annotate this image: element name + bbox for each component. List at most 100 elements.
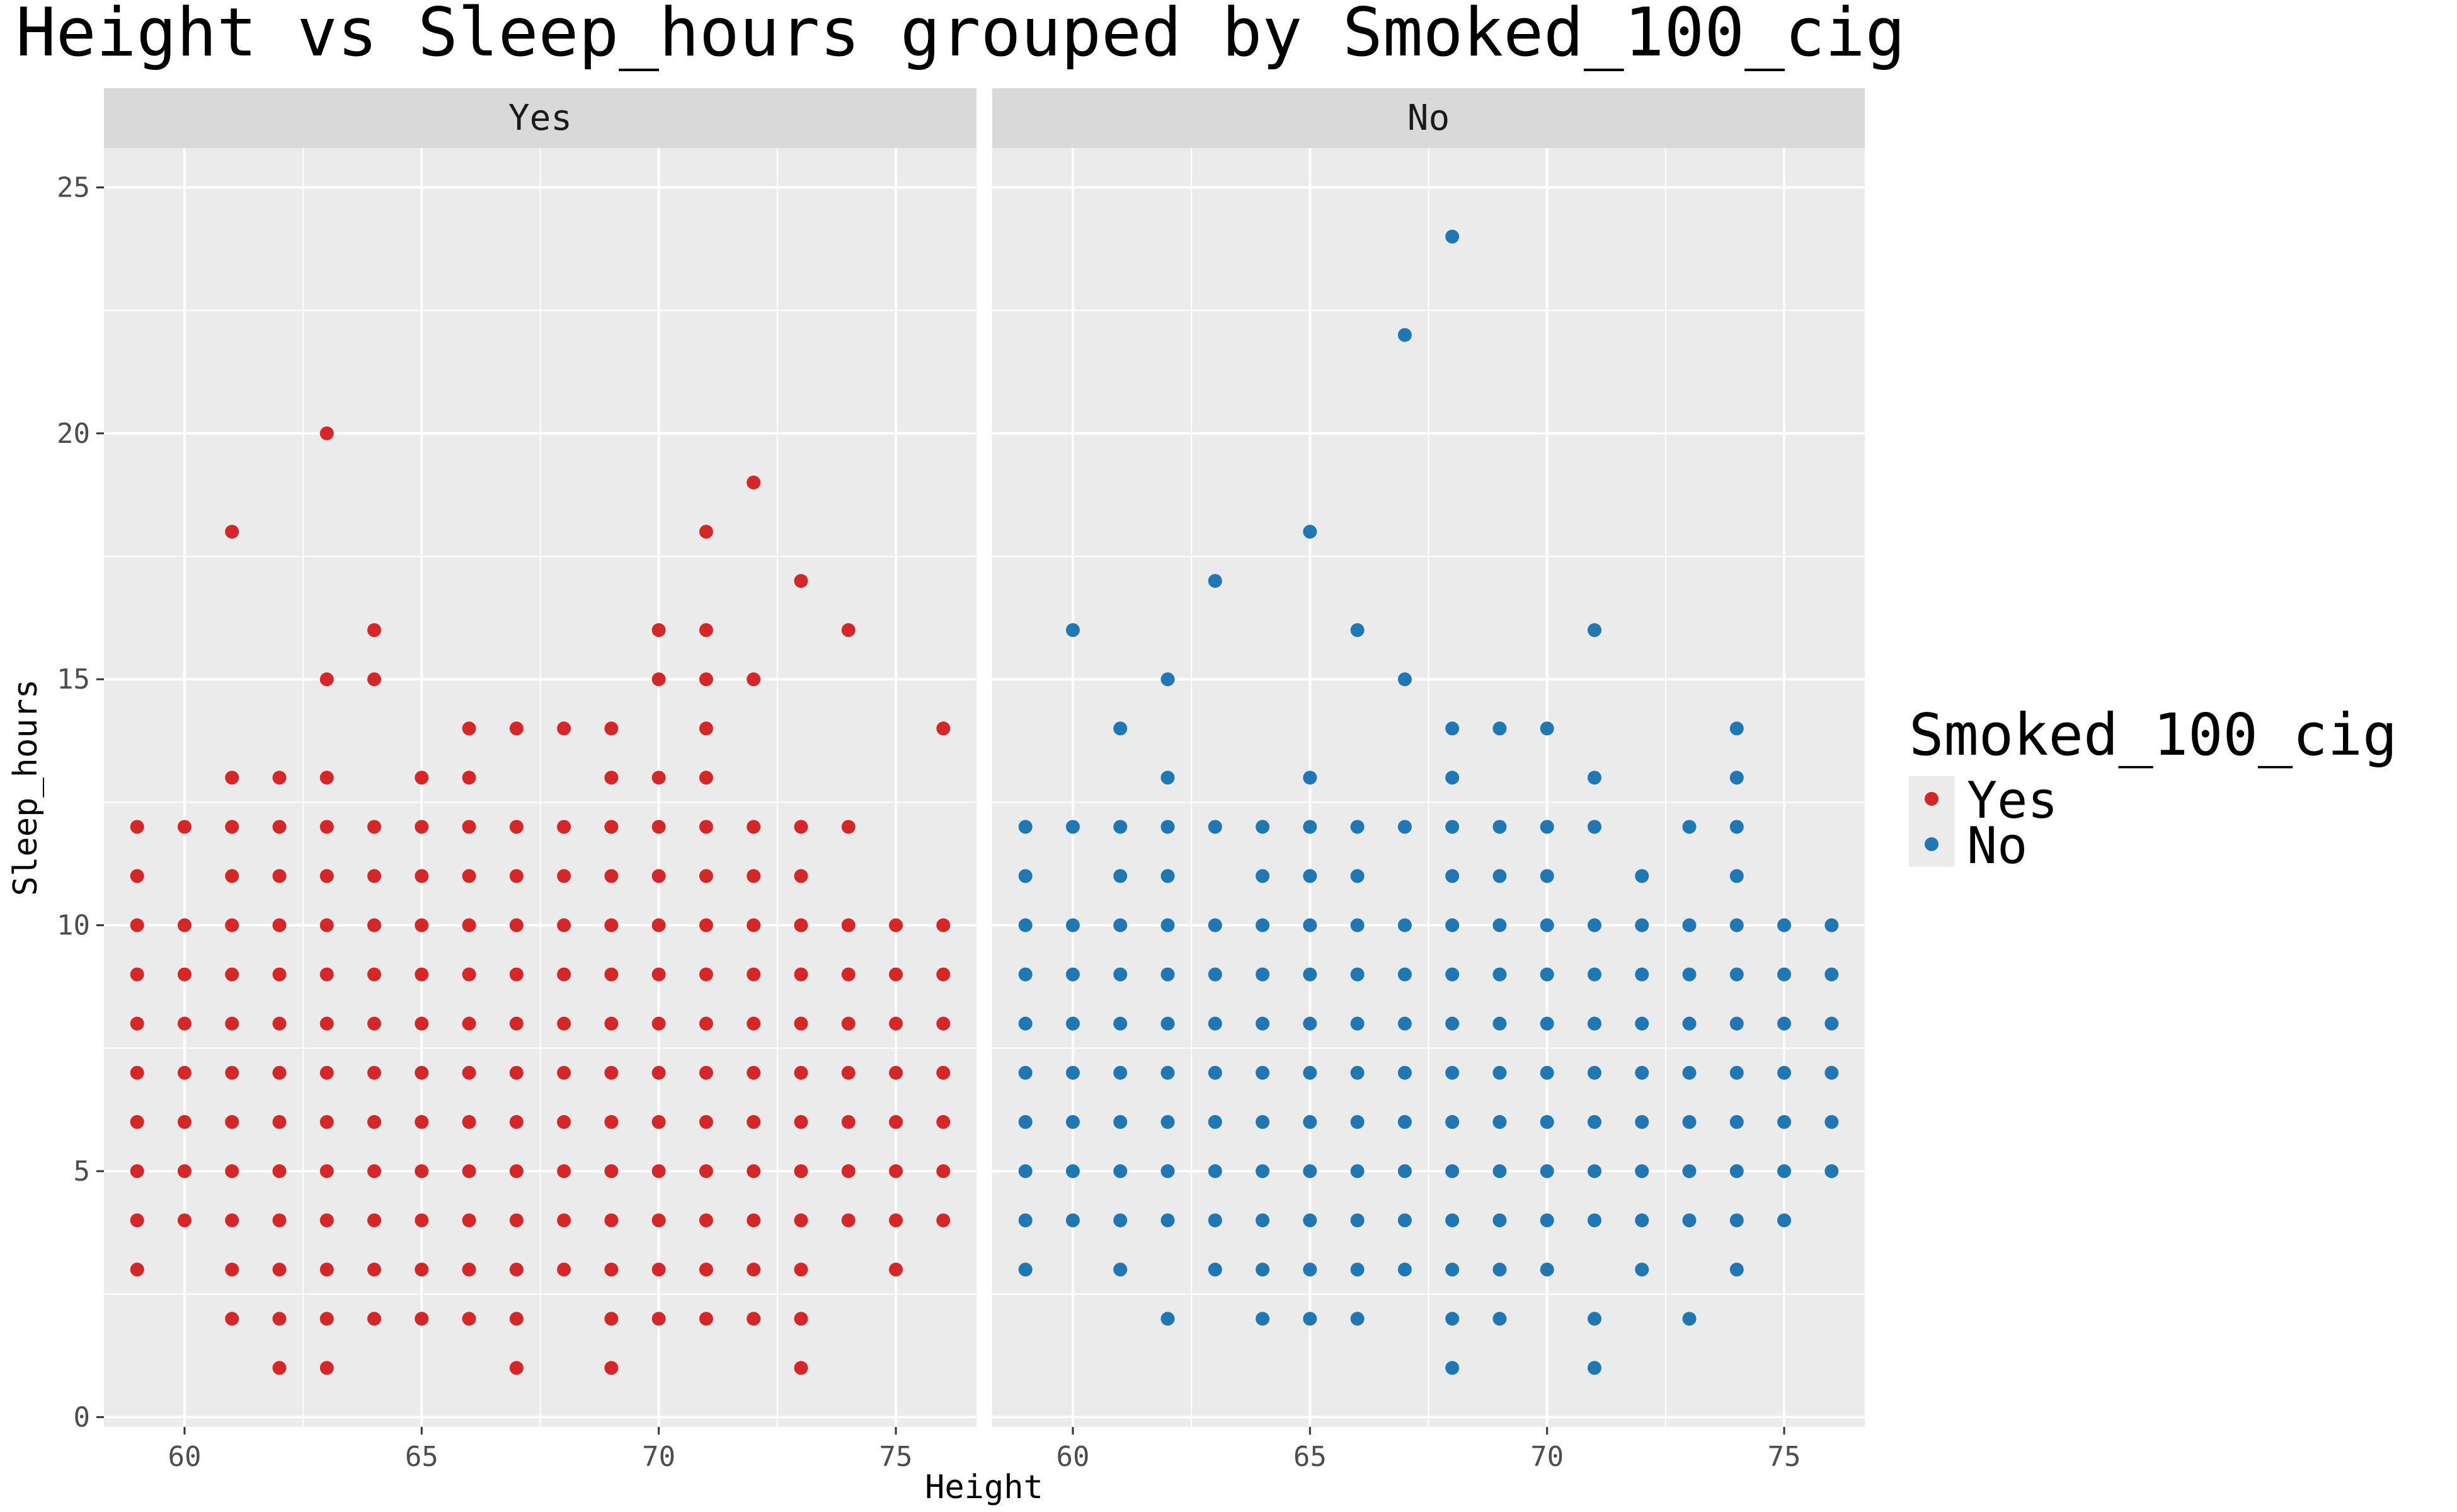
point-no	[1350, 1114, 1365, 1129]
point-yes	[651, 820, 666, 834]
point-yes	[699, 525, 713, 539]
point-no	[1397, 672, 1412, 687]
point-yes	[225, 918, 239, 932]
point-yes	[794, 1263, 808, 1277]
point-yes	[604, 1263, 619, 1277]
point-yes	[604, 1114, 619, 1129]
x-tick-label: 60	[1056, 1441, 1089, 1473]
point-yes	[130, 869, 144, 883]
point-no	[1160, 770, 1175, 785]
point-no	[1303, 1016, 1317, 1031]
point-yes	[462, 918, 476, 932]
point-yes	[367, 869, 382, 883]
point-no	[1350, 623, 1365, 638]
point-no	[1635, 869, 1649, 883]
point-yes	[557, 918, 571, 932]
point-no	[1208, 1164, 1222, 1178]
point-no	[1113, 1263, 1128, 1277]
point-yes	[225, 1114, 239, 1129]
point-yes	[794, 869, 808, 883]
point-no	[1256, 1065, 1270, 1080]
point-no	[1397, 1263, 1412, 1277]
point-no	[1492, 1263, 1507, 1277]
point-yes	[415, 1164, 429, 1178]
point-yes	[367, 1263, 382, 1277]
point-yes	[651, 1164, 666, 1178]
point-yes	[889, 1263, 903, 1277]
point-no	[1303, 525, 1317, 539]
point-yes	[225, 967, 239, 982]
point-no	[1540, 869, 1554, 883]
y-axis-title: Sleep_hours	[7, 679, 45, 896]
point-yes	[415, 967, 429, 982]
point-no	[1492, 918, 1507, 932]
point-no	[1018, 820, 1033, 834]
point-yes	[462, 1213, 476, 1228]
point-no	[1445, 1114, 1460, 1129]
point-no	[1160, 1065, 1175, 1080]
point-yes	[841, 820, 856, 834]
point-no	[1256, 869, 1270, 883]
point-no	[1397, 1114, 1412, 1129]
point-no	[1397, 1213, 1412, 1228]
point-yes	[415, 1312, 429, 1326]
point-yes	[272, 1065, 287, 1080]
point-yes	[462, 1065, 476, 1080]
point-yes	[272, 1312, 287, 1326]
point-no	[1445, 721, 1460, 736]
point-no	[1445, 869, 1460, 883]
point-no	[1729, 918, 1744, 932]
y-tick-label: 15	[57, 663, 90, 696]
point-yes	[509, 1114, 524, 1129]
point-yes	[130, 820, 144, 834]
point-yes	[130, 1213, 144, 1228]
facet-label-yes: Yes	[508, 98, 572, 139]
point-no	[1113, 820, 1128, 834]
point-no	[1256, 1164, 1270, 1178]
point-yes	[699, 1065, 713, 1080]
point-no	[1587, 820, 1601, 834]
point-no	[1824, 1065, 1839, 1080]
point-yes	[225, 1016, 239, 1031]
point-yes	[319, 1361, 334, 1375]
points-no	[1018, 229, 1839, 1375]
point-yes	[889, 918, 903, 932]
point-no	[1492, 1312, 1507, 1326]
point-yes	[604, 1312, 619, 1326]
point-no	[1635, 918, 1649, 932]
facet-panels: Yes 60 65 70 75 0 5 10 15 20 25 No 60 65 70 75	[57, 88, 1865, 1473]
point-no	[1682, 1213, 1697, 1228]
point-no	[1729, 967, 1744, 982]
point-no	[1777, 1164, 1792, 1178]
point-no	[1018, 1164, 1033, 1178]
panel-no: No 60 65 70 75	[992, 88, 1865, 1473]
point-no	[1445, 1263, 1460, 1277]
point-yes	[699, 1213, 713, 1228]
point-yes	[367, 967, 382, 982]
point-yes	[936, 1016, 951, 1031]
point-yes	[319, 1213, 334, 1228]
point-no	[1492, 1016, 1507, 1031]
point-yes	[699, 770, 713, 785]
point-no	[1350, 1016, 1365, 1031]
point-no	[1492, 721, 1507, 736]
point-yes	[225, 1213, 239, 1228]
point-yes	[415, 1263, 429, 1277]
points-yes	[130, 426, 951, 1375]
point-no	[1303, 1065, 1317, 1080]
point-yes	[794, 574, 808, 588]
point-yes	[367, 623, 382, 638]
point-yes	[936, 721, 951, 736]
point-no	[1397, 1016, 1412, 1031]
point-yes	[462, 820, 476, 834]
point-yes	[604, 1361, 619, 1375]
point-no	[1065, 1213, 1080, 1228]
point-yes	[604, 1213, 619, 1228]
point-yes	[841, 1114, 856, 1129]
point-yes	[889, 1114, 903, 1129]
point-no	[1256, 1016, 1270, 1031]
y-tick-label: 5	[74, 1155, 91, 1188]
point-no	[1540, 967, 1554, 982]
point-yes	[509, 869, 524, 883]
point-no	[1824, 1164, 1839, 1178]
